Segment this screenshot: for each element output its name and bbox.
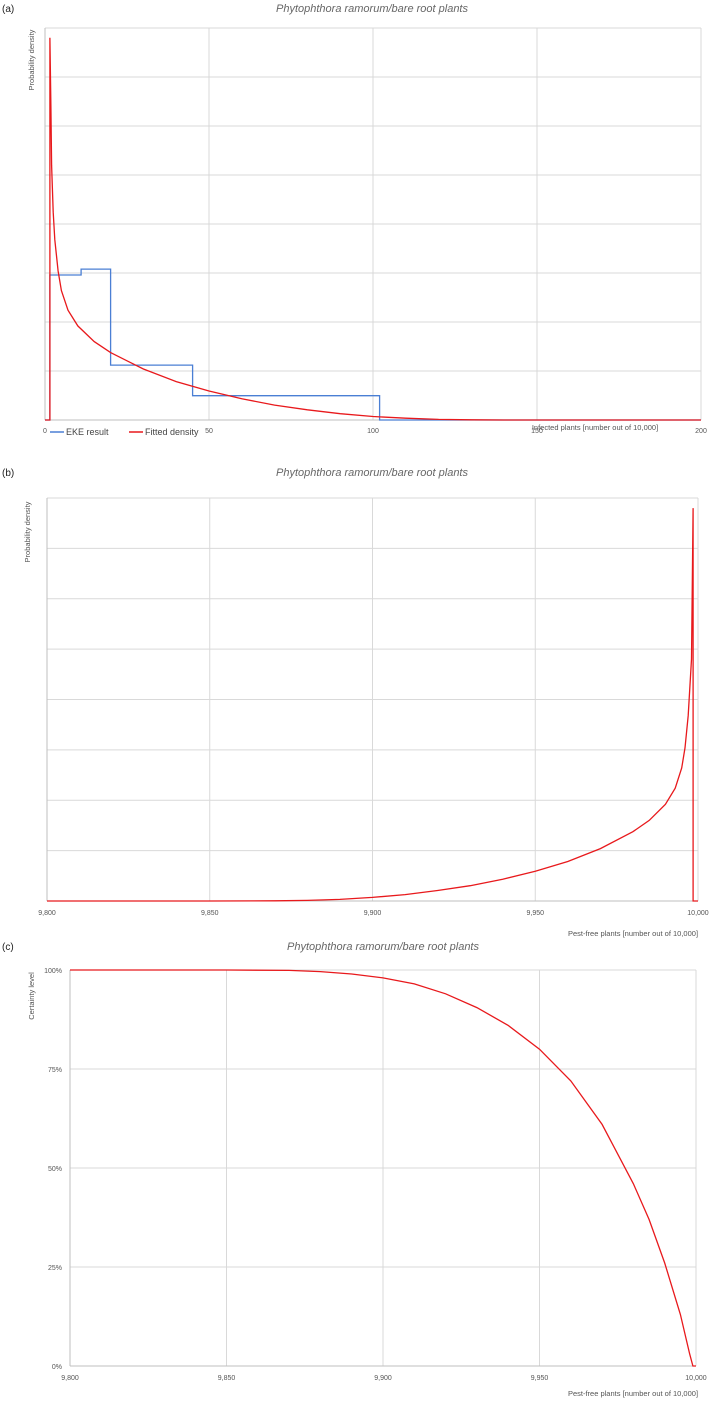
x-tick-label: 10,000 [687,910,709,917]
x-tick-label: 200 [695,428,707,435]
chart-2-grid [69,969,697,1367]
chart-b-xlabel: Pest-free plants [number out of 10,000] [568,929,698,938]
x-tick-label: 9,900 [364,910,382,917]
chart-b-ylabel: Probability density [23,501,32,562]
x-tick-label: 9,800 [61,1375,79,1382]
x-tick-label: 10,000 [685,1375,707,1382]
x-tick-label: 9,850 [201,910,219,917]
y-tick-label: 0% [52,1364,62,1371]
x-tick-label: 9,950 [531,1375,549,1382]
x-tick-label: 0 [43,428,47,435]
x-tick-label: 9,900 [374,1375,392,1382]
chart-a-ylabel: Probability density [27,29,36,90]
chart-b-svg: (b) Phytophthora ramorum/bare root plant… [2,467,709,938]
series-line-fitted-2 [70,969,696,1367]
y-tick-label: 100% [44,968,62,975]
x-tick-label: 9,950 [526,910,544,917]
series-line-fitted-density [45,37,701,421]
x-tick-label: 150 [531,428,543,435]
x-tick-label: 50 [205,428,213,435]
chart-c-title: Phytophthora ramorum/bare root plants [287,941,479,953]
x-tick-label: 9,850 [218,1375,236,1382]
y-tick-label: 25% [48,1265,62,1272]
chart-a-title: Phytophthora ramorum/bare root plants [276,3,468,15]
panel-label-a: (a) [2,4,14,15]
chart-panel-b: (b) Phytophthora ramorum/bare root plant… [0,462,709,942]
y-tick-label: 75% [48,1067,62,1074]
chart-c-xlabel: Pest-free plants [number out of 10,000] [568,1389,698,1398]
chart-1-grid [46,497,699,902]
x-tick-label: 9,800 [38,910,56,917]
chart-c-svg: (c) Phytophthora ramorum/bare root plant… [2,941,707,1398]
panel-label-c: (c) [2,942,14,953]
y-tick-label: 50% [48,1166,62,1173]
chart-a-xlabel: Infected plants [number out of 10,000] [532,423,658,432]
chart-a-legend: EKE result Fitted density [50,427,199,437]
chart-a-svg: (a) Phytophthora ramorum/bare root plant… [2,3,707,437]
legend-eke-label: EKE result [66,427,109,437]
legend-fitted-label: Fitted density [145,427,199,437]
chart-panel-a: (a) Phytophthora ramorum/bare root plant… [0,0,709,470]
chart-c-ylabel: Certainty level [27,972,36,1020]
x-tick-label: 100 [367,428,379,435]
panel-label-b: (b) [2,468,14,479]
series-line-fitted-1 [47,508,698,902]
chart-panel-c: (c) Phytophthora ramorum/bare root plant… [0,936,709,1401]
chart-0-grid [44,27,702,421]
chart-b-title: Phytophthora ramorum/bare root plants [276,467,468,479]
